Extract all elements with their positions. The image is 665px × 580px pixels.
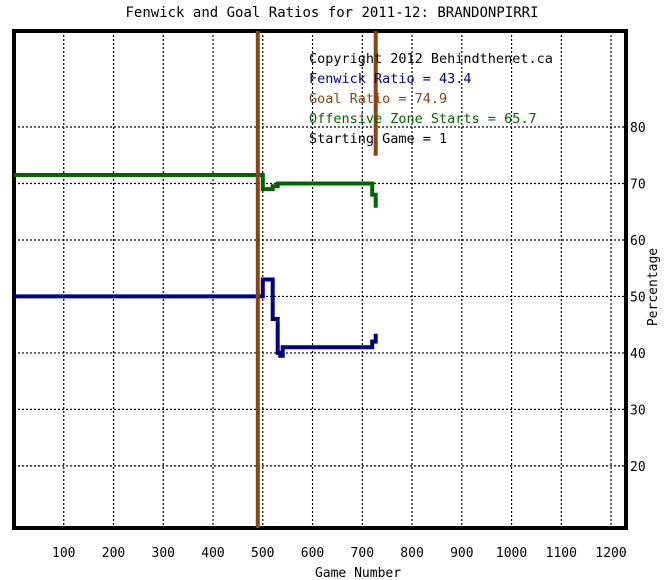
- y-tick-label: 40: [630, 347, 646, 362]
- x-axis-label: Game Number: [315, 566, 401, 580]
- x-tick-label: 900: [450, 546, 473, 561]
- y-tick-label: 80: [630, 121, 646, 136]
- annotations: Copyright 2012 Behindthenet.ca Fenwick Ra…: [309, 51, 553, 147]
- x-tick-label: 400: [201, 546, 224, 561]
- y-axis-label: Percentage: [646, 248, 661, 326]
- x-tick-label: 100: [52, 546, 75, 561]
- goal-ratio-text: Goal Ratio = 74.9: [309, 91, 447, 107]
- y-tick-label: 60: [630, 234, 646, 249]
- y-tick-label: 70: [630, 177, 646, 192]
- starting-game-text: Starting Game = 1: [309, 131, 447, 147]
- x-tick-label: 300: [152, 546, 175, 561]
- fenwick-ratio-line: [14, 277, 378, 358]
- x-tick-label: 800: [400, 546, 423, 561]
- grid-lines: [14, 31, 626, 528]
- offensive-zone-starts-text: Offensive Zone Starts = 65.7: [309, 111, 537, 127]
- offensive-zone-starts-line: [14, 173, 378, 208]
- plot-frame: [12, 29, 628, 530]
- x-tick-label: 600: [301, 546, 324, 561]
- y-tick-labels: 20 30 40 50 60 70 80: [630, 121, 646, 475]
- y-tick-label: 20: [630, 460, 646, 475]
- y-tick-label: 30: [630, 403, 646, 418]
- x-tick-label: 1000: [496, 546, 527, 561]
- x-tick-labels: 100 200 300 400 500 600 700 800 900 1000 1100 1200: [52, 546, 627, 561]
- data-series: [14, 31, 378, 528]
- copyright-text: Copyright 2012 Behindthenet.ca: [309, 51, 553, 67]
- x-tick-label: 200: [102, 546, 125, 561]
- x-tick-label: 1200: [595, 546, 626, 561]
- fenwick-ratio-text: Fenwick Ratio = 43.4: [309, 71, 472, 87]
- y-tick-label: 50: [630, 290, 646, 305]
- chart-title: Fenwick and Goal Ratios for 2011-12: BRA…: [125, 5, 538, 21]
- x-tick-label: 500: [251, 546, 274, 561]
- x-tick-label: 1100: [546, 546, 577, 561]
- x-tick-label: 700: [351, 546, 374, 561]
